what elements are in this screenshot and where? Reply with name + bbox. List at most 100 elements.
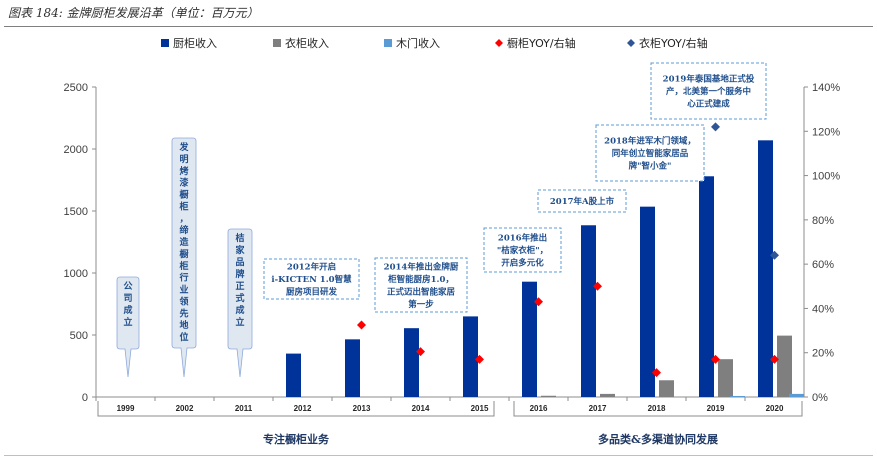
vertical-callout-char: 造 [179, 236, 189, 248]
x-axis-category-label: 2014 [412, 404, 430, 413]
bar-cabinet [581, 225, 596, 397]
vertical-callout-char: 成 [123, 304, 132, 316]
vertical-callout-char: 缔 [179, 224, 188, 236]
cabinet-yoy-marker [593, 281, 602, 291]
bar-door [789, 393, 804, 397]
vertical-callout-1 [171, 137, 197, 378]
vertical-callout-char: 正 [235, 281, 244, 292]
bottom-divider [4, 455, 873, 456]
bar-wardrobe [541, 395, 556, 397]
milestone-box-3 [537, 189, 627, 213]
x-axis-category-label: 2016 [530, 404, 548, 413]
cabinet-yoy-marker [475, 354, 484, 364]
vertical-callout-char: 家 [235, 244, 245, 256]
cabinet-yoy-marker [711, 354, 720, 364]
vertical-callout-char: 柜 [178, 260, 188, 272]
vertical-callout-char: 品 [235, 257, 244, 268]
x-axis-category-label: 2011 [235, 404, 253, 413]
vertical-callout-char: 橱 [179, 248, 188, 260]
milestone-text: 2019年泰国基地正式投 [663, 74, 755, 85]
vertical-callout-char: 行 [178, 272, 188, 284]
vertical-callout-char: 地 [179, 319, 188, 331]
milestone-text: 柜智能厨房1.0， [387, 274, 454, 285]
x-axis-category-label: 2002 [176, 404, 194, 413]
cabinet-yoy-marker [652, 368, 661, 378]
x-axis-category-label: 2012 [294, 404, 312, 413]
x-axis-category-label: 2018 [648, 404, 666, 413]
caption-divider [4, 26, 873, 27]
legend-swatch [627, 39, 635, 47]
right-axis-tick-label: 80% [812, 215, 834, 227]
x-axis-category-label: 1999 [117, 404, 135, 413]
phase-label: 专注橱柜业务 [263, 432, 330, 446]
legend-label: 厨柜收入 [173, 36, 217, 50]
vertical-callout-char: 发 [178, 141, 189, 153]
right-axis-tick-label: 40% [812, 303, 834, 315]
legend-swatch [273, 39, 281, 47]
vertical-callout-0 [116, 276, 140, 378]
bar-cabinet [286, 353, 301, 397]
phase-bracket-1 [513, 401, 803, 417]
milestone-text: "桔家衣柜"， [497, 245, 548, 256]
vertical-callout-char: 桔 [235, 232, 244, 244]
right-axis-tick-label: 100% [812, 171, 840, 183]
right-axis-tick-label: 0% [812, 392, 828, 404]
figure-caption: 图表 184: 金牌厨柜发展沿革（单位：百万元） [8, 6, 259, 20]
milestone-text: 2018年进军木门领域， [604, 136, 696, 147]
milestone-text: 2014年推出金牌厨 [384, 261, 459, 272]
vertical-callout-char: 位 [179, 331, 188, 343]
right-axis-tick-label: 20% [812, 348, 834, 360]
milestone-text: 2016年推出 [498, 233, 547, 244]
milestone-text: 厨房项目研发 [286, 287, 338, 298]
vertical-callout-char: 烤 [179, 165, 188, 177]
bar-wardrobe [718, 359, 733, 397]
vertical-callout-char: 成 [235, 304, 244, 316]
milestone-text: 同年创立智能家居品 [612, 148, 689, 159]
milestone-box-5 [650, 62, 767, 120]
milestone-text: 第一步 [408, 299, 434, 310]
bar-cabinet [345, 339, 360, 397]
legend-label: 衣柜YOY/右轴 [639, 36, 708, 50]
bar-cabinet [758, 140, 773, 397]
bar-cabinet [699, 176, 714, 397]
milestone-text: i-KICTEN 1.0智慧 [271, 274, 352, 285]
milestone-box-4 [595, 124, 705, 182]
left-axis-tick-label: 1000 [64, 268, 88, 280]
vertical-callout-char: 牌 [235, 268, 244, 280]
x-axis-category-label: 2015 [471, 404, 489, 413]
phase-label: 多品类&多渠道协同发展 [598, 432, 719, 446]
vertical-callout-2 [227, 228, 253, 378]
milestone-box-1 [374, 257, 468, 313]
bar-wardrobe [777, 335, 792, 397]
right-axis-tick-label: 120% [812, 126, 840, 138]
right-axis-tick-label: 60% [812, 259, 834, 271]
vertical-callout-char: 式 [235, 292, 244, 304]
legend-label: 衣柜收入 [285, 36, 329, 50]
legend-swatch [495, 39, 503, 47]
bar-wardrobe [600, 393, 615, 397]
cabinet-yoy-marker [416, 347, 425, 357]
vertical-callout-char: 先 [179, 307, 188, 319]
bar-wardrobe [659, 380, 674, 397]
x-axis-category-label: 2017 [589, 404, 607, 413]
milestone-box-2 [483, 227, 562, 273]
vertical-callout-char: 橱 [179, 189, 188, 201]
vertical-callout-char: 柜 [178, 200, 188, 212]
vertical-callout-char: 立 [235, 316, 244, 328]
left-axis-tick-label: 0 [82, 392, 88, 404]
milestone-text: 2012年开启 [287, 262, 336, 273]
cabinet-yoy-marker [534, 297, 543, 307]
cabinet-yoy-marker [770, 354, 779, 364]
phase-bracket-0 [97, 401, 495, 417]
vertical-callout-char: 漆 [179, 177, 188, 189]
cabinet-yoy-marker [357, 320, 366, 330]
bar-cabinet [522, 281, 537, 397]
vertical-callout-char: 领 [179, 295, 188, 307]
legend-label: 橱柜YOY/右轴 [507, 36, 576, 50]
milestone-text: 牌"智小金" [629, 161, 672, 172]
bar-cabinet [463, 316, 478, 397]
x-axis-category-label: 2013 [353, 404, 371, 413]
milestone-text: 2017年A股上市 [550, 196, 615, 207]
vertical-callout-char: 立 [123, 316, 132, 328]
left-axis-tick-label: 500 [70, 330, 88, 342]
